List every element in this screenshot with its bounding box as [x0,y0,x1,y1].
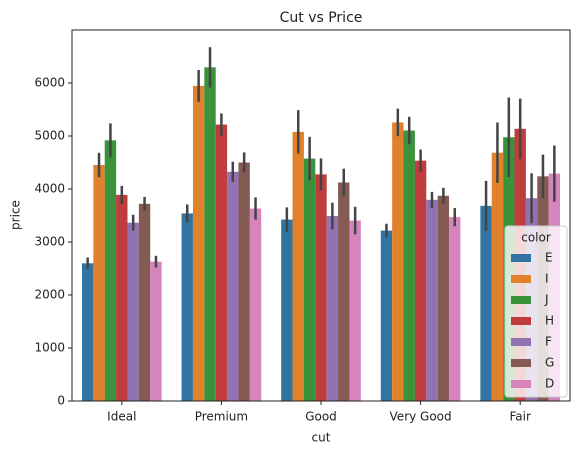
bar [204,67,216,402]
bar [116,194,128,401]
y-tick-label: 2000 [34,288,65,302]
bar [437,195,450,401]
y-tick-label: 0 [57,394,65,408]
bar [449,217,461,401]
legend-label: G [545,356,554,370]
legend-label: I [545,272,549,286]
bar [238,162,250,401]
bar [150,261,162,401]
legend-swatch [511,275,531,283]
bar [380,230,393,401]
y-axis-label: price [9,200,23,230]
bar [138,203,151,401]
bar [338,182,350,401]
bar [414,160,427,401]
legend-title: color [521,231,551,245]
bar [249,208,262,401]
legend-swatch [511,338,531,346]
y-tick-label: 5000 [34,129,65,143]
x-axis-label: cut [312,431,331,445]
bar [392,122,404,401]
bar [303,158,316,401]
bar [426,199,438,401]
legend-swatch [511,380,531,388]
legend-label: H [545,314,554,328]
bar [127,222,139,401]
x-tick-label: Good [305,410,337,424]
bar [480,205,492,401]
bar [104,140,117,401]
legend-label: J [544,293,549,307]
bar [192,85,205,401]
bar [181,213,193,401]
y-tick-label: 6000 [34,76,65,90]
legend-swatch [511,254,531,262]
y-tick-label: 1000 [34,341,65,355]
bar [491,152,504,401]
plot-frame [71,29,571,402]
legend-swatch [511,359,531,367]
bar [215,124,228,401]
bar [349,220,361,401]
y-tick-label: 3000 [34,235,65,249]
legend-box [504,225,568,398]
bar [281,219,293,401]
legend-label: F [545,335,552,349]
bar [326,215,339,401]
bar [227,171,239,401]
x-tick-label: Very Good [390,410,452,424]
bar [93,164,105,401]
bar [315,174,327,401]
chart-title: Cut vs Price [280,10,363,26]
legend-swatch [511,317,531,325]
legend-label: D [545,377,554,391]
legend-swatch [511,296,531,304]
x-tick-label: Premium [195,410,248,424]
y-tick-label: 4000 [34,182,65,196]
x-tick-label: Fair [509,410,530,424]
bar [292,131,304,401]
bar [403,130,415,401]
bar [81,263,94,401]
x-tick-label: Ideal [107,410,136,424]
legend-label: E [545,251,553,265]
